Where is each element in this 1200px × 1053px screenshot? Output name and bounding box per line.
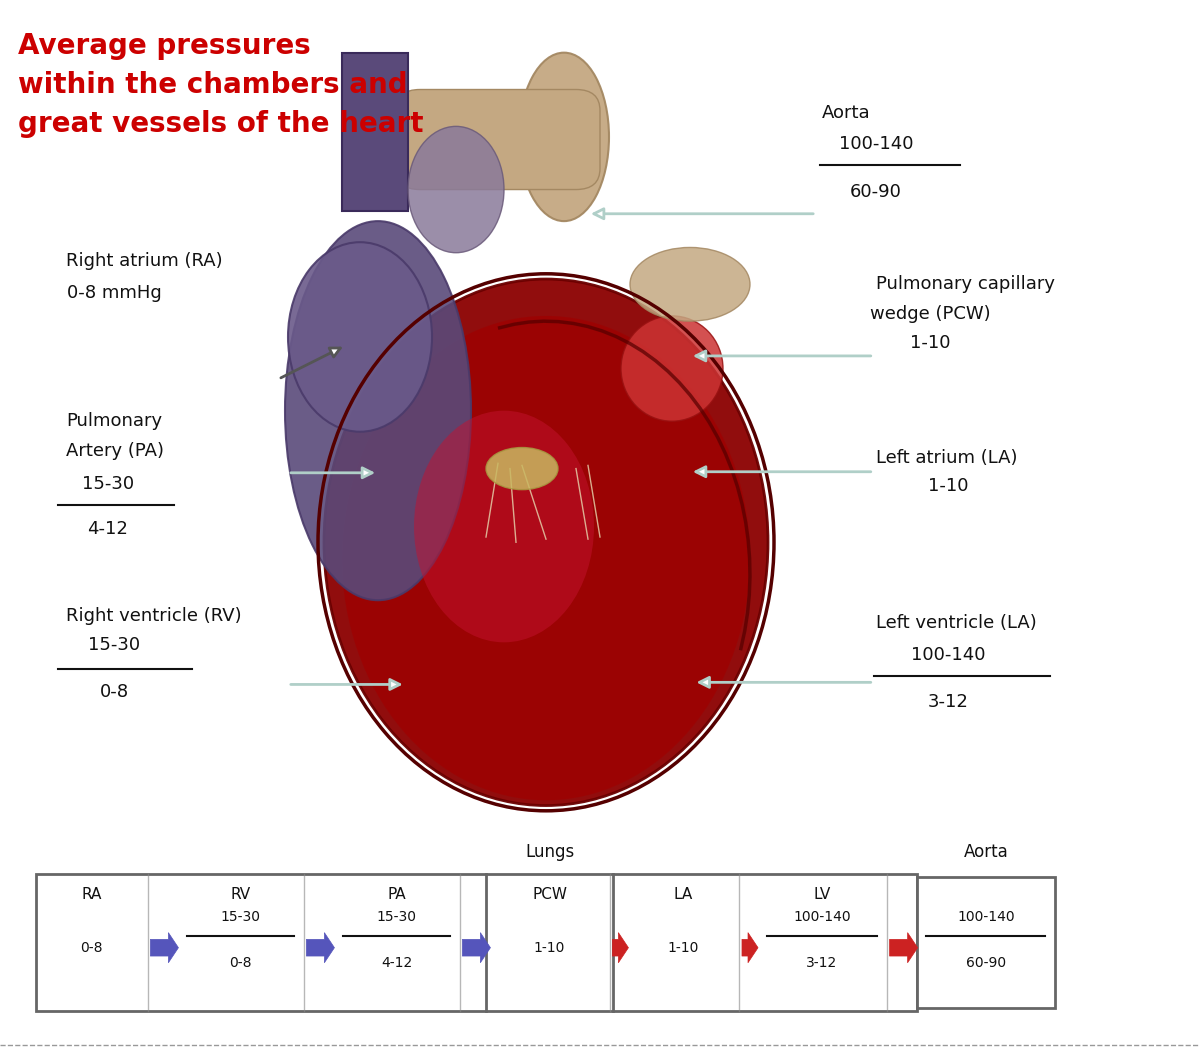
Text: 100-140: 100-140 xyxy=(911,645,985,664)
Text: 15-30: 15-30 xyxy=(221,910,260,925)
Text: 0-8: 0-8 xyxy=(100,682,128,701)
Text: RA: RA xyxy=(82,887,102,901)
Text: 15-30: 15-30 xyxy=(82,475,134,494)
Text: 1-10: 1-10 xyxy=(667,940,700,955)
FancyBboxPatch shape xyxy=(396,90,600,190)
Text: Lungs: Lungs xyxy=(524,843,575,861)
Text: Left atrium (LA): Left atrium (LA) xyxy=(876,449,1018,468)
Ellipse shape xyxy=(622,316,724,421)
Text: 15-30: 15-30 xyxy=(88,636,140,655)
Bar xyxy=(917,877,1055,1008)
Text: Aorta: Aorta xyxy=(964,843,1009,861)
Text: Left ventricle (LA): Left ventricle (LA) xyxy=(876,614,1037,633)
Ellipse shape xyxy=(286,221,470,600)
Text: LA: LA xyxy=(673,887,694,901)
Text: 0-8: 0-8 xyxy=(229,956,252,971)
Text: 4-12: 4-12 xyxy=(88,519,128,538)
Text: 1-10: 1-10 xyxy=(928,477,968,496)
Text: RV: RV xyxy=(230,887,251,901)
Text: 3-12: 3-12 xyxy=(806,956,838,971)
Text: 4-12: 4-12 xyxy=(380,956,413,971)
Text: Artery (PA): Artery (PA) xyxy=(66,441,164,460)
Text: 60-90: 60-90 xyxy=(850,182,902,201)
Text: PCW: PCW xyxy=(532,887,568,901)
Text: Pulmonary capillary: Pulmonary capillary xyxy=(876,275,1055,294)
Ellipse shape xyxy=(342,316,750,800)
Text: Pulmonary: Pulmonary xyxy=(66,412,162,431)
Ellipse shape xyxy=(630,247,750,321)
Text: Right ventricle (RV): Right ventricle (RV) xyxy=(66,607,241,625)
Text: 0-8: 0-8 xyxy=(80,940,103,955)
Text: 1-10: 1-10 xyxy=(910,334,950,353)
Text: 15-30: 15-30 xyxy=(377,910,416,925)
Text: 100-140: 100-140 xyxy=(956,910,1015,925)
Text: 1-10: 1-10 xyxy=(534,940,565,955)
Bar xyxy=(342,53,408,211)
Text: 100-140: 100-140 xyxy=(793,910,851,925)
Ellipse shape xyxy=(324,279,768,806)
Text: 0-8 mmHg: 0-8 mmHg xyxy=(67,283,161,302)
Ellipse shape xyxy=(414,411,594,642)
Text: 60-90: 60-90 xyxy=(966,956,1006,971)
Text: LV: LV xyxy=(814,887,830,901)
Bar xyxy=(36,874,917,1011)
Text: wedge (PCW): wedge (PCW) xyxy=(870,304,990,323)
Text: Right atrium (RA): Right atrium (RA) xyxy=(66,252,223,271)
Ellipse shape xyxy=(520,53,610,221)
Text: PA: PA xyxy=(388,887,406,901)
Text: 100-140: 100-140 xyxy=(839,135,913,154)
Ellipse shape xyxy=(288,242,432,432)
Ellipse shape xyxy=(408,126,504,253)
Ellipse shape xyxy=(486,448,558,490)
Text: 3-12: 3-12 xyxy=(928,693,968,712)
Text: Average pressures
within the chambers and
great vessels of the heart: Average pressures within the chambers an… xyxy=(18,32,424,138)
Text: Aorta: Aorta xyxy=(822,103,871,122)
